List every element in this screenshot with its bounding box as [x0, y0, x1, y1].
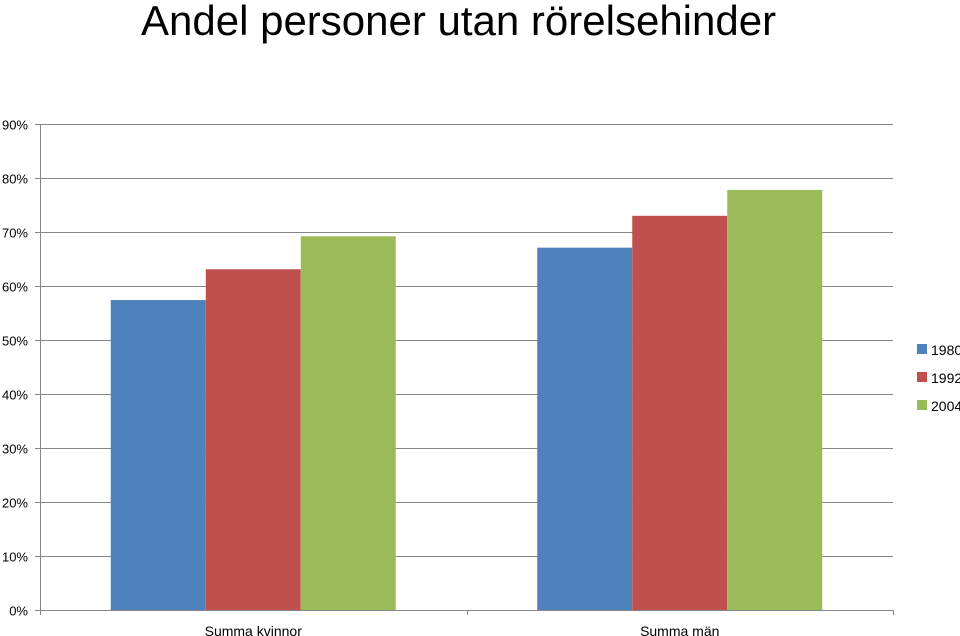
y-tick-label: 60% [2, 280, 28, 295]
y-tick-label: 70% [2, 226, 28, 241]
bars [110, 189, 823, 611]
y-tick-label: 20% [2, 496, 28, 511]
bar-1992-2 [632, 215, 728, 611]
chart-title: Andel personer utan rörelsehinder [141, 0, 777, 44]
x-category-label: Summa män [640, 623, 719, 636]
y-tick-label: 90% [2, 118, 28, 133]
bar-2004-2 [727, 189, 823, 610]
y-tick-label: 10% [2, 550, 28, 565]
bar-1992-1 [205, 269, 301, 610]
legend-label: 2004 [931, 398, 960, 414]
x-category-label: Summa kvinnor [205, 623, 303, 636]
axis-labels: 0% 10% 20% 30% 40% 50% 60% 70% 80% 90% Summa kvinn… [2, 118, 719, 636]
axes [35, 124, 894, 615]
bar-2004-1 [300, 236, 396, 610]
bar-1980-1 [110, 300, 206, 610]
y-tick-label: 30% [2, 442, 28, 457]
y-tick-label: 0% [9, 604, 28, 619]
legend-label: 1992 [931, 370, 960, 386]
legend-swatch [917, 400, 927, 410]
legend-swatch [917, 344, 927, 354]
y-tick-label: 80% [2, 172, 28, 187]
y-tick-label: 40% [2, 388, 28, 403]
legend-label: 1980 [931, 342, 960, 358]
legend-swatch [917, 372, 927, 382]
legend: 1980 1992 2004 [917, 342, 960, 414]
y-tick-label: 50% [2, 334, 28, 349]
bar-1980-2 [537, 247, 633, 610]
